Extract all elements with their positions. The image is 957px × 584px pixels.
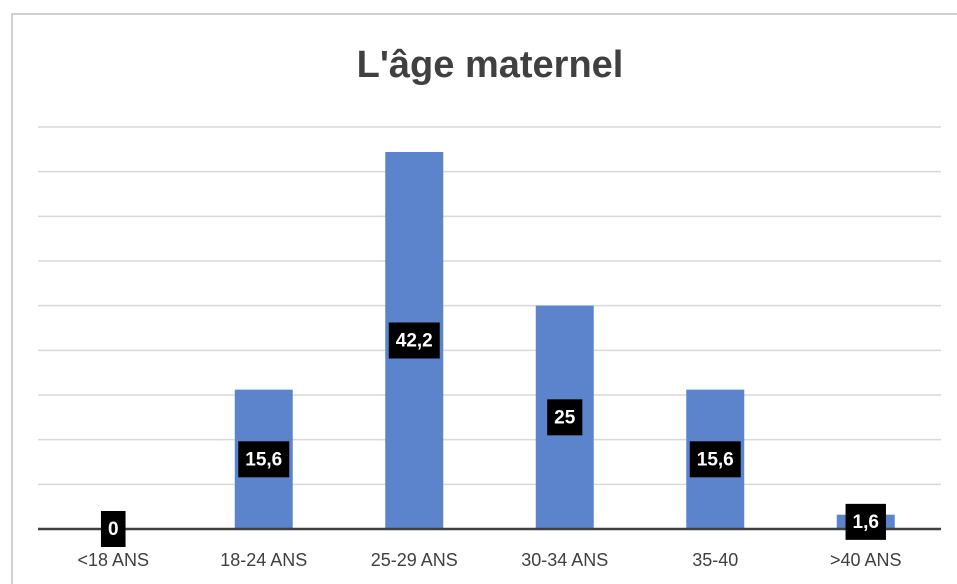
data-label-box (388, 322, 440, 359)
x-tick-label: <18 ANS (77, 550, 149, 570)
x-tick-label: >40 ANS (830, 550, 902, 570)
data-label-box (547, 399, 583, 436)
data-label: 15,6 (238, 441, 290, 478)
chart-title: L'âge maternel (357, 44, 624, 86)
x-tick-label: 18-24 ANS (220, 550, 307, 570)
data-label: 25 (547, 399, 583, 436)
x-tick-label: 35-40 (692, 550, 738, 570)
chart-frame (11, 13, 957, 584)
data-label-text: 15,6 (697, 449, 734, 470)
data-label-text: 15,6 (245, 449, 282, 470)
data-label-box (845, 503, 886, 540)
data-label: 0 (100, 511, 126, 547)
data-label-text: 42,2 (396, 331, 433, 352)
x-tick-label: 25-29 ANS (371, 550, 458, 570)
x-tick-label: 30-34 ANS (521, 550, 608, 570)
data-label-box (689, 441, 741, 478)
data-label-box (238, 441, 290, 478)
data-label-box (100, 511, 126, 547)
data-label: 15,6 (689, 441, 741, 478)
data-label-text: 0 (108, 519, 119, 540)
data-label: 1,6 (845, 503, 886, 540)
data-label-text: 25 (554, 407, 576, 428)
data-label-text: 1,6 (853, 512, 879, 533)
data-label: 42,2 (388, 322, 440, 359)
